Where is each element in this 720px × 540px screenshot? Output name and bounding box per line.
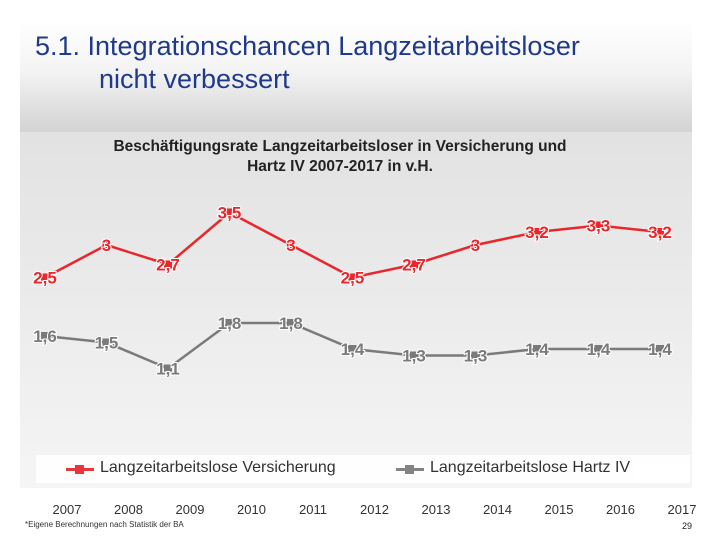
- legend-label-versicherung: Langzeitarbeitslose Versicherung: [100, 459, 336, 476]
- data-point-versicherung: [164, 260, 172, 269]
- data-point-versicherung: [656, 228, 664, 236]
- x-tick-label: 2016: [606, 502, 635, 517]
- x-tick-label: 2015: [545, 502, 574, 517]
- data-label-hartz-iv: 1,5: [95, 334, 119, 353]
- legend-label-hartz-iv: Langzeitarbeitslose Hartz IV: [430, 459, 631, 476]
- legend-swatch-versicherung: [66, 465, 94, 474]
- x-tick-label: 2012: [360, 502, 389, 517]
- data-label-hartz-iv: 1,4: [587, 340, 611, 359]
- legend-swatch-hartz-iv: [396, 465, 424, 474]
- data-point-hartz-iv: [225, 319, 234, 327]
- chart-title: Beschäftigungsrate Langzeitarbeitsloser …: [40, 137, 640, 177]
- data-label-versicherung: 2,7: [402, 256, 426, 275]
- x-tick-label: 2013: [422, 502, 451, 517]
- slide-title-line-1: 5.1. Integrationschancen Langzeitarbeits…: [35, 31, 580, 61]
- data-point-versicherung: [102, 241, 111, 249]
- data-label-versicherung: 3,2: [648, 223, 672, 242]
- x-tick-label: 2007: [53, 502, 82, 517]
- chart-title-line-1: Beschäftigungsrate Langzeitarbeitsloser …: [113, 138, 567, 155]
- x-tick-label: 2009: [176, 502, 205, 517]
- page-number: 29: [681, 521, 692, 531]
- data-point-hartz-iv: [164, 364, 172, 373]
- data-label-hartz-iv: 1,6: [33, 327, 57, 346]
- x-tick-label: 2008: [114, 502, 143, 517]
- x-tick-label: 2011: [299, 502, 327, 517]
- data-label-versicherung: 2,5: [341, 269, 365, 288]
- data-label-hartz-iv: 1,8: [218, 314, 242, 333]
- footnote: *Eigene Berechnungen nach Statistik der …: [25, 520, 184, 529]
- x-tick-label: 2010: [237, 502, 266, 517]
- data-point-versicherung: [594, 221, 603, 230]
- data-label-hartz-iv: 1,1: [156, 360, 180, 379]
- title-band: [20, 22, 692, 132]
- data-point-hartz-iv: [41, 332, 49, 340]
- data-point-hartz-iv: [533, 345, 541, 353]
- data-point-hartz-iv: [594, 345, 603, 353]
- data-label-versicherung: 3,2: [525, 223, 549, 242]
- data-point-hartz-iv: [410, 351, 418, 360]
- data-point-hartz-iv: [471, 351, 480, 360]
- plot-area: [20, 132, 692, 488]
- data-label-versicherung: 3: [286, 236, 295, 255]
- chart-legend: Langzeitarbeitslose Versicherung Langzei…: [36, 455, 690, 483]
- data-point-hartz-iv: [102, 338, 111, 347]
- data-point-versicherung: [533, 228, 541, 236]
- data-label-versicherung: 3: [102, 236, 111, 255]
- data-label-hartz-iv: 1,8: [279, 314, 303, 333]
- chart-title-line-2: Hartz IV 2007-2017 in v.H.: [247, 158, 433, 175]
- data-label-hartz-iv: 1,4: [341, 340, 365, 359]
- data-point-hartz-iv: [348, 345, 357, 353]
- data-label-hartz-iv: 1,4: [648, 340, 672, 359]
- slide-title-line-2: nicht verbessert: [99, 64, 290, 94]
- data-label-versicherung: 3,5: [218, 204, 242, 223]
- data-point-versicherung: [41, 273, 49, 282]
- data-point-versicherung: [410, 260, 418, 269]
- x-tick-label: 2017: [668, 502, 697, 517]
- data-point-versicherung: [348, 273, 357, 282]
- data-point-versicherung: [287, 241, 295, 249]
- data-point-hartz-iv: [656, 345, 664, 353]
- data-point-hartz-iv: [287, 319, 295, 327]
- x-tick-label: 2014: [483, 502, 512, 517]
- data-label-hartz-iv: 1,3: [464, 347, 488, 366]
- slide-title: 5.1. Integrationschancen Langzeitarbeits…: [35, 30, 685, 96]
- data-label-hartz-iv: 1,3: [402, 347, 426, 366]
- data-label-versicherung: 2,7: [156, 256, 180, 275]
- data-label-hartz-iv: 1,4: [525, 340, 549, 359]
- data-point-versicherung: [471, 241, 480, 249]
- data-point-versicherung: [225, 208, 234, 217]
- data-label-versicherung: 2,5: [33, 269, 57, 288]
- data-label-versicherung: 3,3: [587, 217, 611, 236]
- data-label-versicherung: 3: [471, 236, 480, 255]
